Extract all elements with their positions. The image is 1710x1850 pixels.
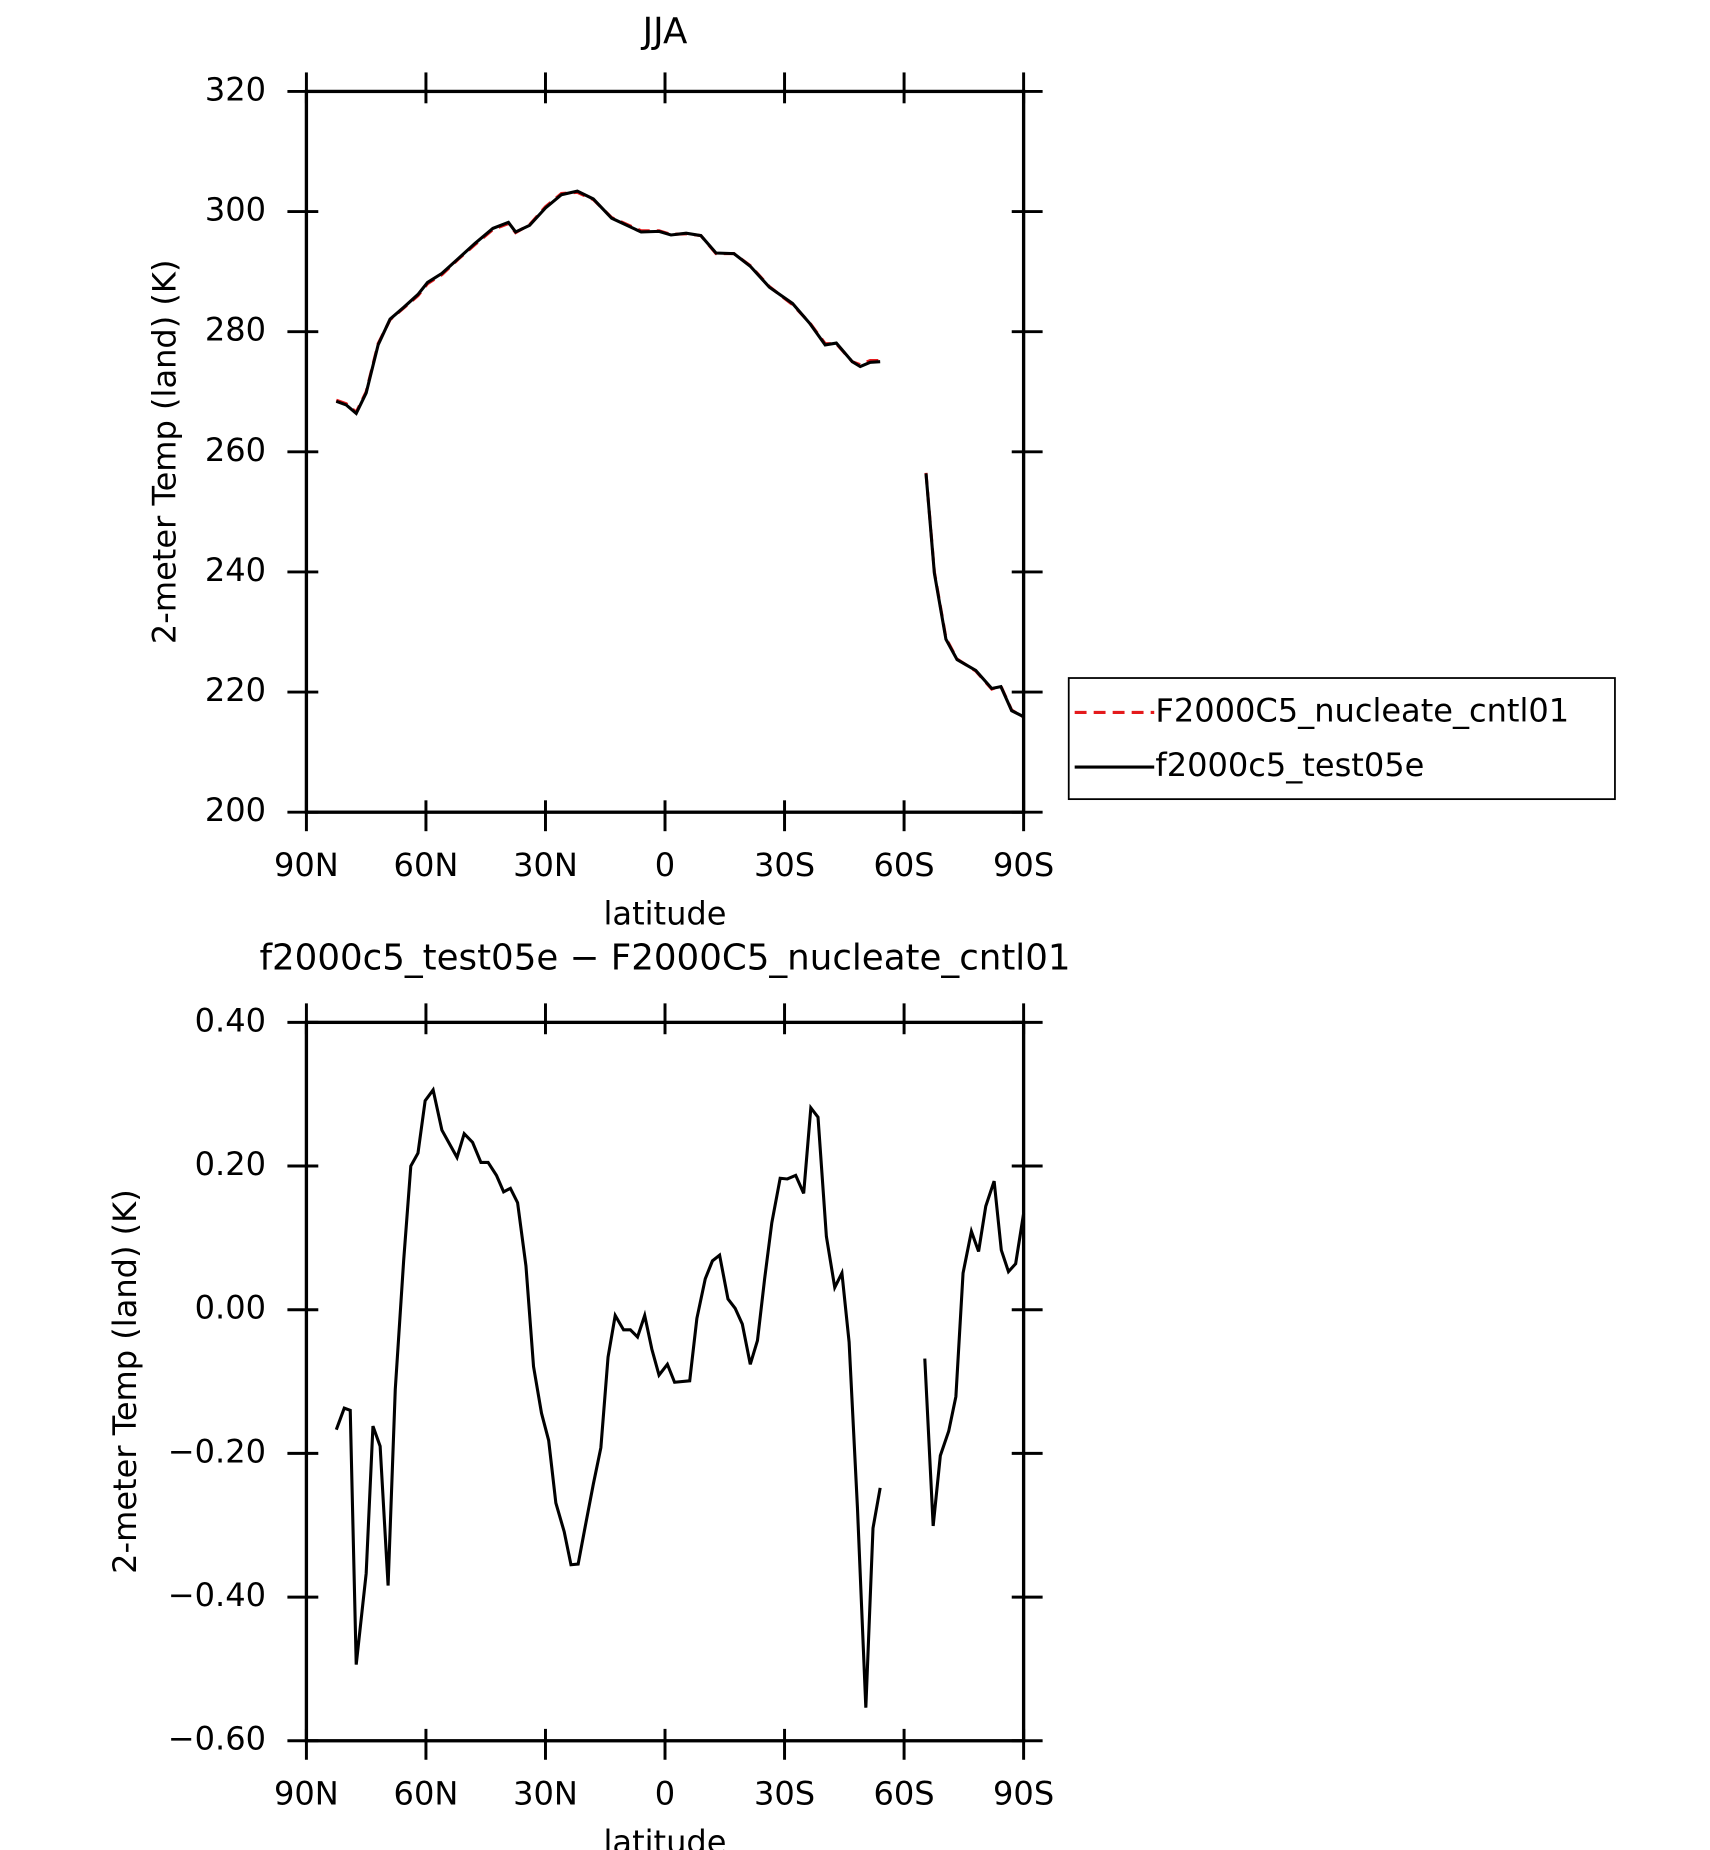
data-line xyxy=(335,190,1025,719)
x-tick-label: 60S xyxy=(874,846,935,884)
y-tick-label: 200 xyxy=(205,791,266,829)
x-tick-label: 90N xyxy=(274,846,339,884)
x-tick-label: 30N xyxy=(513,1774,578,1812)
x-tick-label: 30S xyxy=(754,1774,815,1812)
x-tick-label: 90N xyxy=(274,1774,339,1812)
data-line xyxy=(335,189,1025,719)
y-tick-label: 240 xyxy=(205,551,266,589)
x-axis-label: latitude xyxy=(604,1823,727,1850)
x-tick-label: 90S xyxy=(993,1774,1054,1812)
chart-title: f2000c5_test05e − F2000C5_nucleate_cntl0… xyxy=(259,937,1070,978)
y-tick-label: 300 xyxy=(205,191,266,229)
x-tick-label: 0 xyxy=(655,846,675,884)
y-tick-label: 0.40 xyxy=(195,1001,266,1039)
x-tick-label: 90S xyxy=(993,846,1054,884)
y-axis-label: 2-meter Temp (land) (K) xyxy=(106,1189,144,1574)
legend-label: f2000c5_test05e xyxy=(1155,746,1424,784)
y-tick-label: −0.40 xyxy=(168,1576,266,1614)
y-tick-label: 0.00 xyxy=(195,1289,266,1327)
y-tick-label: 220 xyxy=(205,671,266,709)
x-tick-label: 30N xyxy=(513,846,578,884)
x-tick-label: 0 xyxy=(655,1774,675,1812)
y-tick-label: 320 xyxy=(205,70,266,108)
x-tick-label: 30S xyxy=(754,846,815,884)
x-tick-label: 60N xyxy=(394,846,459,884)
plot-frame xyxy=(304,89,1026,814)
y-tick-label: −0.60 xyxy=(168,1720,266,1758)
y-tick-label: 280 xyxy=(205,311,266,349)
legend-label: F2000C5_nucleate_cntl01 xyxy=(1155,691,1569,729)
x-tick-label: 60N xyxy=(394,1774,459,1812)
x-tick-label: 60S xyxy=(874,1774,935,1812)
data-line xyxy=(334,1086,1026,1708)
y-tick-label: 0.20 xyxy=(195,1145,266,1183)
x-axis-label: latitude xyxy=(604,895,727,933)
legend-box xyxy=(1067,677,1616,801)
y-tick-label: −0.20 xyxy=(168,1432,266,1470)
y-tick-label: 260 xyxy=(205,431,266,469)
chart-title: JJA xyxy=(641,11,688,52)
plot-frame xyxy=(304,1020,1026,1743)
y-axis-label: 2-meter Temp (land) (K) xyxy=(145,260,183,645)
